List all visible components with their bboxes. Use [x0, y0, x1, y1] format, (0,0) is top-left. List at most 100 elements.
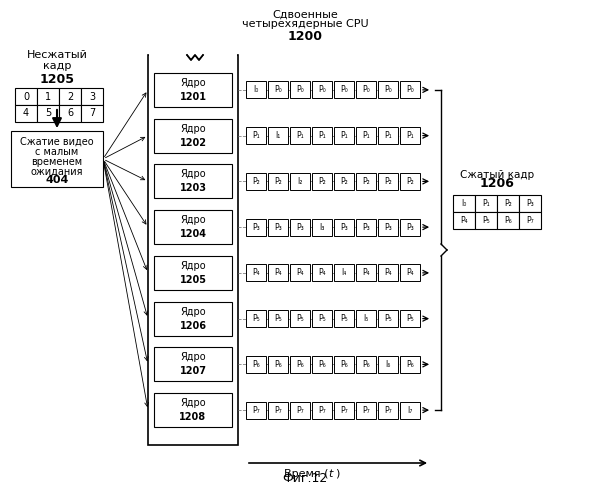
Bar: [154, 164, 232, 198]
Text: Время (: Время (: [284, 469, 328, 479]
Bar: [312, 402, 332, 418]
Text: P₅: P₅: [252, 314, 260, 323]
Bar: [312, 173, 332, 190]
Text: 7: 7: [89, 108, 95, 118]
Text: P₅: P₅: [406, 314, 414, 323]
Text: P₄: P₄: [362, 268, 370, 278]
Bar: [37, 105, 59, 122]
Bar: [312, 82, 332, 98]
Text: P₃: P₃: [384, 222, 392, 232]
Bar: [378, 264, 398, 281]
Bar: [268, 402, 288, 418]
Text: P₃: P₃: [296, 222, 304, 232]
Text: 1205: 1205: [179, 275, 207, 285]
Text: P₇: P₇: [296, 406, 304, 414]
Bar: [246, 264, 266, 281]
Text: I₆: I₆: [386, 360, 390, 369]
Text: P₂: P₂: [362, 177, 370, 186]
Bar: [356, 218, 376, 236]
Bar: [378, 402, 398, 418]
Text: 0: 0: [23, 92, 29, 102]
Bar: [497, 195, 519, 212]
Bar: [59, 88, 81, 105]
Bar: [356, 402, 376, 418]
Bar: [475, 195, 497, 212]
Bar: [378, 218, 398, 236]
Bar: [356, 82, 376, 98]
Bar: [312, 218, 332, 236]
Text: P₁: P₁: [406, 131, 414, 140]
Text: P₄: P₄: [252, 268, 260, 278]
Bar: [290, 356, 310, 373]
Text: P₀: P₀: [384, 86, 392, 94]
Text: P₃: P₃: [526, 199, 534, 208]
Bar: [453, 195, 475, 212]
Text: 1207: 1207: [179, 366, 207, 376]
Text: 1206: 1206: [479, 177, 514, 190]
Text: P₄: P₄: [384, 268, 392, 278]
Bar: [400, 402, 420, 418]
Text: I₇: I₇: [407, 406, 412, 414]
Bar: [15, 105, 37, 122]
Text: I₀: I₀: [461, 199, 467, 208]
Text: I₃: I₃: [319, 222, 325, 232]
Bar: [356, 310, 376, 327]
Text: I₅: I₅: [364, 314, 368, 323]
Bar: [154, 256, 232, 290]
Text: P₅: P₅: [340, 314, 348, 323]
Text: Ядро: Ядро: [180, 352, 206, 362]
Bar: [246, 356, 266, 373]
Text: Сдвоенные: Сдвоенные: [272, 10, 338, 20]
Bar: [356, 127, 376, 144]
Bar: [312, 127, 332, 144]
Bar: [154, 393, 232, 427]
Text: Несжатый: Несжатый: [27, 50, 87, 60]
Bar: [312, 356, 332, 373]
Text: 1201: 1201: [179, 92, 207, 102]
Bar: [334, 402, 354, 418]
Text: 1200: 1200: [287, 30, 323, 43]
Text: P₅: P₅: [274, 314, 282, 323]
Bar: [246, 82, 266, 98]
Text: P₆: P₆: [340, 360, 348, 369]
Bar: [312, 310, 332, 327]
Text: 1208: 1208: [179, 412, 207, 422]
Bar: [356, 264, 376, 281]
Bar: [378, 310, 398, 327]
Text: P₀: P₀: [406, 86, 414, 94]
Text: I₄: I₄: [342, 268, 346, 278]
Bar: [37, 88, 59, 105]
Text: P₂: P₂: [318, 177, 326, 186]
Text: P₆: P₆: [362, 360, 370, 369]
Bar: [400, 127, 420, 144]
Bar: [246, 402, 266, 418]
Bar: [290, 173, 310, 190]
Text: P₂: P₂: [340, 177, 348, 186]
Text: P₀: P₀: [318, 86, 326, 94]
Bar: [11, 131, 103, 187]
Text: P₅: P₅: [318, 314, 326, 323]
Bar: [246, 310, 266, 327]
Text: P₁: P₁: [482, 199, 490, 208]
Text: P₁: P₁: [296, 131, 304, 140]
Bar: [268, 173, 288, 190]
Text: P₇: P₇: [384, 406, 392, 414]
Text: 1204: 1204: [179, 229, 207, 239]
Bar: [334, 310, 354, 327]
Text: P₃: P₃: [252, 222, 260, 232]
Bar: [400, 264, 420, 281]
Bar: [154, 348, 232, 382]
Bar: [290, 310, 310, 327]
Bar: [290, 402, 310, 418]
Bar: [268, 218, 288, 236]
Text: Ядро: Ядро: [180, 398, 206, 408]
Bar: [400, 310, 420, 327]
Bar: [154, 210, 232, 244]
Text: P₃: P₃: [362, 222, 370, 232]
Text: P₆: P₆: [252, 360, 260, 369]
Text: кадр: кадр: [43, 61, 71, 71]
Text: P₆: P₆: [504, 216, 512, 225]
Bar: [378, 82, 398, 98]
Text: P₇: P₇: [340, 406, 348, 414]
Bar: [246, 218, 266, 236]
